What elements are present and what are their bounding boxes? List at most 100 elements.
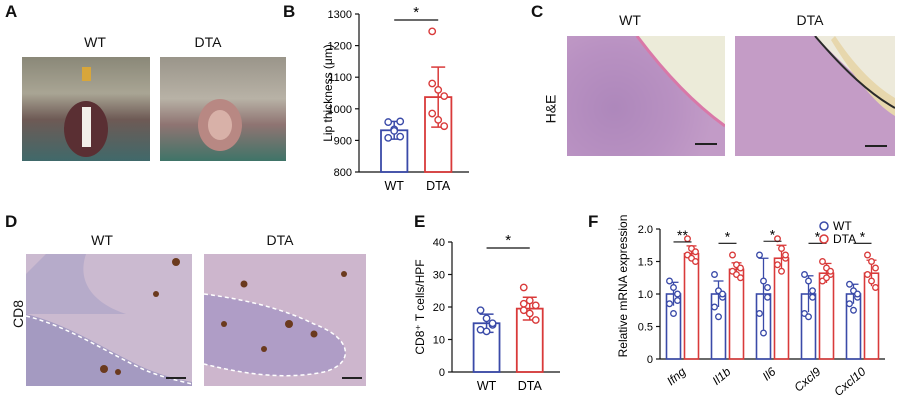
panel-b-y-tick-label: 900 <box>334 135 352 147</box>
panel-c-row-label-box: H&E <box>540 95 568 125</box>
panel-f-y-tick-label: 1.5 <box>638 257 653 269</box>
panel-e-data-point <box>531 316 540 324</box>
panel-e-data-point <box>482 314 491 323</box>
panel-e-y-axis-label: CD8⁺ T cells/HPF <box>413 259 427 354</box>
panel-letter-b: B <box>283 2 296 21</box>
panel-e-chart: 0 10 20 30 40 CD8⁺ T cells/HPF WT DTA * <box>413 232 560 393</box>
panel-b-data-point <box>396 117 405 126</box>
panel-f-data-point <box>760 277 767 285</box>
panel-e-significance-mark: * <box>505 232 511 249</box>
panel-f-significance-mark: ** <box>677 227 688 243</box>
panel-f-significance-mark: * <box>860 228 866 244</box>
panel-e-y-tick-label: 20 <box>433 302 445 314</box>
panel-b-y-tick-label: 1100 <box>328 72 352 84</box>
panel-b-y-tick-label: 1000 <box>328 104 352 116</box>
panel-c-row-label: H&E <box>542 94 559 124</box>
panel-b-y-tick-label: 1300 <box>328 9 352 21</box>
panel-f-data-point <box>715 313 722 321</box>
panel-f-data-point <box>846 280 853 288</box>
panel-f-data-point <box>823 274 830 282</box>
panel-f-significance-mark: * <box>725 228 731 244</box>
panel-d-dta-tissue-shape <box>204 254 366 386</box>
panel-b-x-tick-label: DTA <box>426 179 451 193</box>
panel-f-data-point <box>868 277 875 285</box>
panel-f-data-point <box>778 267 785 275</box>
panel-b-x-tick-label: WT <box>384 179 404 193</box>
panel-a-dta-label: DTA <box>194 34 222 50</box>
panel-f-data-point <box>764 293 771 301</box>
panel-f-data-point <box>674 290 681 298</box>
panel-c-wt-label: WT <box>619 12 641 28</box>
panel-c-dta-label: DTA <box>796 12 824 28</box>
panel-e-data-point <box>525 296 534 305</box>
panel-f-bar-dta-ifng <box>683 252 700 360</box>
panel-d-wt-tissue-shape <box>26 254 192 386</box>
panel-b-significance-mark: * <box>413 4 419 21</box>
panel-a-dta-mouse-photo <box>160 57 286 161</box>
panel-b-data-point <box>428 27 437 36</box>
panel-f-x-tick-label: Cxcl10 <box>831 364 868 399</box>
panel-b-data-point <box>428 79 437 88</box>
panel-f-data-point <box>666 277 673 285</box>
panel-b-data-point <box>384 118 393 126</box>
panel-d-row-label-box: CD8 <box>8 300 28 330</box>
panel-b-data-point <box>390 127 399 135</box>
panel-f-data-point <box>674 297 681 304</box>
panel-f-data-point <box>711 303 718 311</box>
panel-f-data-point <box>737 274 744 282</box>
panel-f-legend-label-wt: WT <box>833 219 852 233</box>
panel-e-x-tick-label: WT <box>477 379 497 393</box>
panel-f-data-point <box>737 264 744 272</box>
panel-f-data-point <box>864 271 871 278</box>
panel-f-data-point <box>850 306 857 314</box>
panel-f-data-point <box>782 251 789 259</box>
panel-f-data-point <box>778 245 785 252</box>
panel-d-dta-label: DTA <box>266 232 294 248</box>
panel-b-y-tick-label: 800 <box>334 167 352 179</box>
panel-letter-a: A <box>5 2 18 21</box>
panel-e-x-tick-label: DTA <box>518 379 543 393</box>
panel-f-legend-marker-wt <box>819 221 829 231</box>
panel-f-data-point <box>819 258 826 265</box>
panel-f-data-point <box>711 271 718 278</box>
panel-d-wt-label: WT <box>91 232 113 248</box>
panel-b-data-point <box>428 109 437 118</box>
panel-e-data-point <box>519 299 528 308</box>
panel-letter-c: C <box>531 2 544 21</box>
panel-f-y-tick-label: 0.5 <box>638 322 653 334</box>
panel-f-data-point <box>670 284 677 291</box>
panel-f-data-point <box>670 310 677 317</box>
panel-b-data-point <box>440 92 449 101</box>
panel-c-dta-he-image <box>735 36 895 156</box>
panel-f-y-tick-label: 2.0 <box>638 224 653 236</box>
panel-e-data-point <box>525 309 534 318</box>
panel-f-data-point <box>801 271 808 278</box>
panel-f-y-tick-label: 1.0 <box>638 289 653 301</box>
panel-b-data-point <box>384 133 393 142</box>
panel-d-row-label: CD8 <box>10 299 27 329</box>
panel-b-data-point <box>434 115 443 124</box>
panel-c-wt-he-image <box>567 36 725 156</box>
panel-f-data-point <box>872 264 879 272</box>
panel-f-y-tick-label: 0 <box>647 354 653 366</box>
panel-b-y-axis-label: Lip thickness (μm) <box>321 44 335 142</box>
panel-c-wt-tissue-shape <box>567 36 725 156</box>
panel-a-wt-mouth-shape <box>64 67 108 157</box>
panel-f-data-point <box>692 258 699 265</box>
panel-f-data-point <box>666 300 673 308</box>
panel-f-data-point <box>805 277 812 285</box>
panel-f-bar-dta-il1b <box>728 268 745 360</box>
panel-f-data-point <box>719 290 726 298</box>
panel-f-data-point <box>809 287 816 295</box>
panel-e-data-point <box>531 301 540 310</box>
panel-e-data-point <box>482 327 491 336</box>
panel-f-data-point <box>827 267 834 275</box>
panel-f-data-point <box>764 284 771 291</box>
panel-e-y-tick-label: 10 <box>433 335 445 347</box>
panel-b-data-point <box>440 122 449 131</box>
panel-f-legend-label-dta: DTA <box>833 232 856 246</box>
panel-e-data-point <box>476 306 485 315</box>
panel-e-y-tick-label: 0 <box>439 367 445 379</box>
panel-f-data-point <box>864 251 871 259</box>
panel-d-wt-cd8-image <box>26 254 192 386</box>
